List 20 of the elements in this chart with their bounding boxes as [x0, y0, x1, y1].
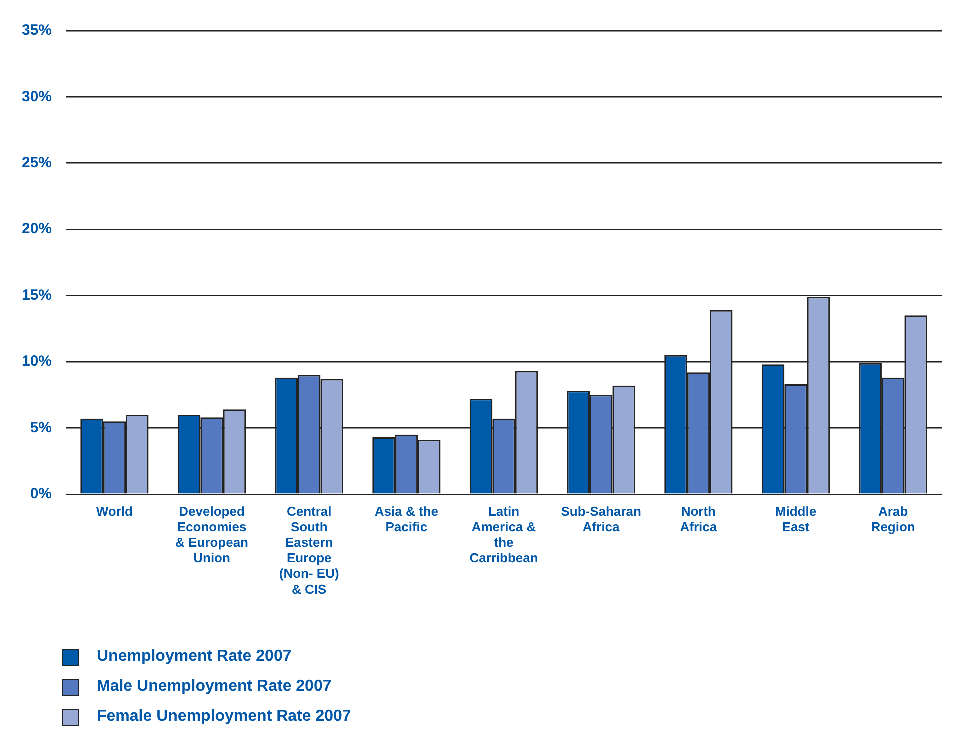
x-tick-label: World: [96, 504, 134, 519]
x-tick-label: Developed Economies & European Union: [176, 504, 249, 566]
y-tick-label: 35%: [22, 22, 52, 40]
y-tick-label: 25%: [22, 154, 52, 172]
legend-label: Female Unemployment Rate 2007: [97, 708, 352, 726]
x-tick-label: Arab Region: [871, 504, 916, 534]
x-tick-label: Asia & the Pacific: [374, 504, 438, 534]
x-tick-label: Central South Eastern Europe (Non- EU) & CIS: [279, 504, 340, 597]
y-tick-label: 20%: [22, 220, 52, 238]
x-tick-label: Middle East: [775, 504, 817, 534]
y-tick-label: 30%: [22, 88, 52, 106]
legend-label: Male Unemployment Rate 2007: [97, 678, 332, 696]
legend-label: Unemployment Rate 2007: [97, 648, 292, 666]
x-tick-label: Latin America & the Carribbean: [470, 504, 538, 566]
y-tick-label: 10%: [22, 353, 52, 370]
x-tick-label: North Africa: [680, 504, 718, 534]
y-tick-label: 5%: [30, 419, 52, 436]
x-tick-label: Sub-Saharan Africa: [561, 504, 642, 534]
y-tick-label: 15%: [22, 286, 52, 304]
y-tick-label: 0%: [30, 486, 52, 503]
